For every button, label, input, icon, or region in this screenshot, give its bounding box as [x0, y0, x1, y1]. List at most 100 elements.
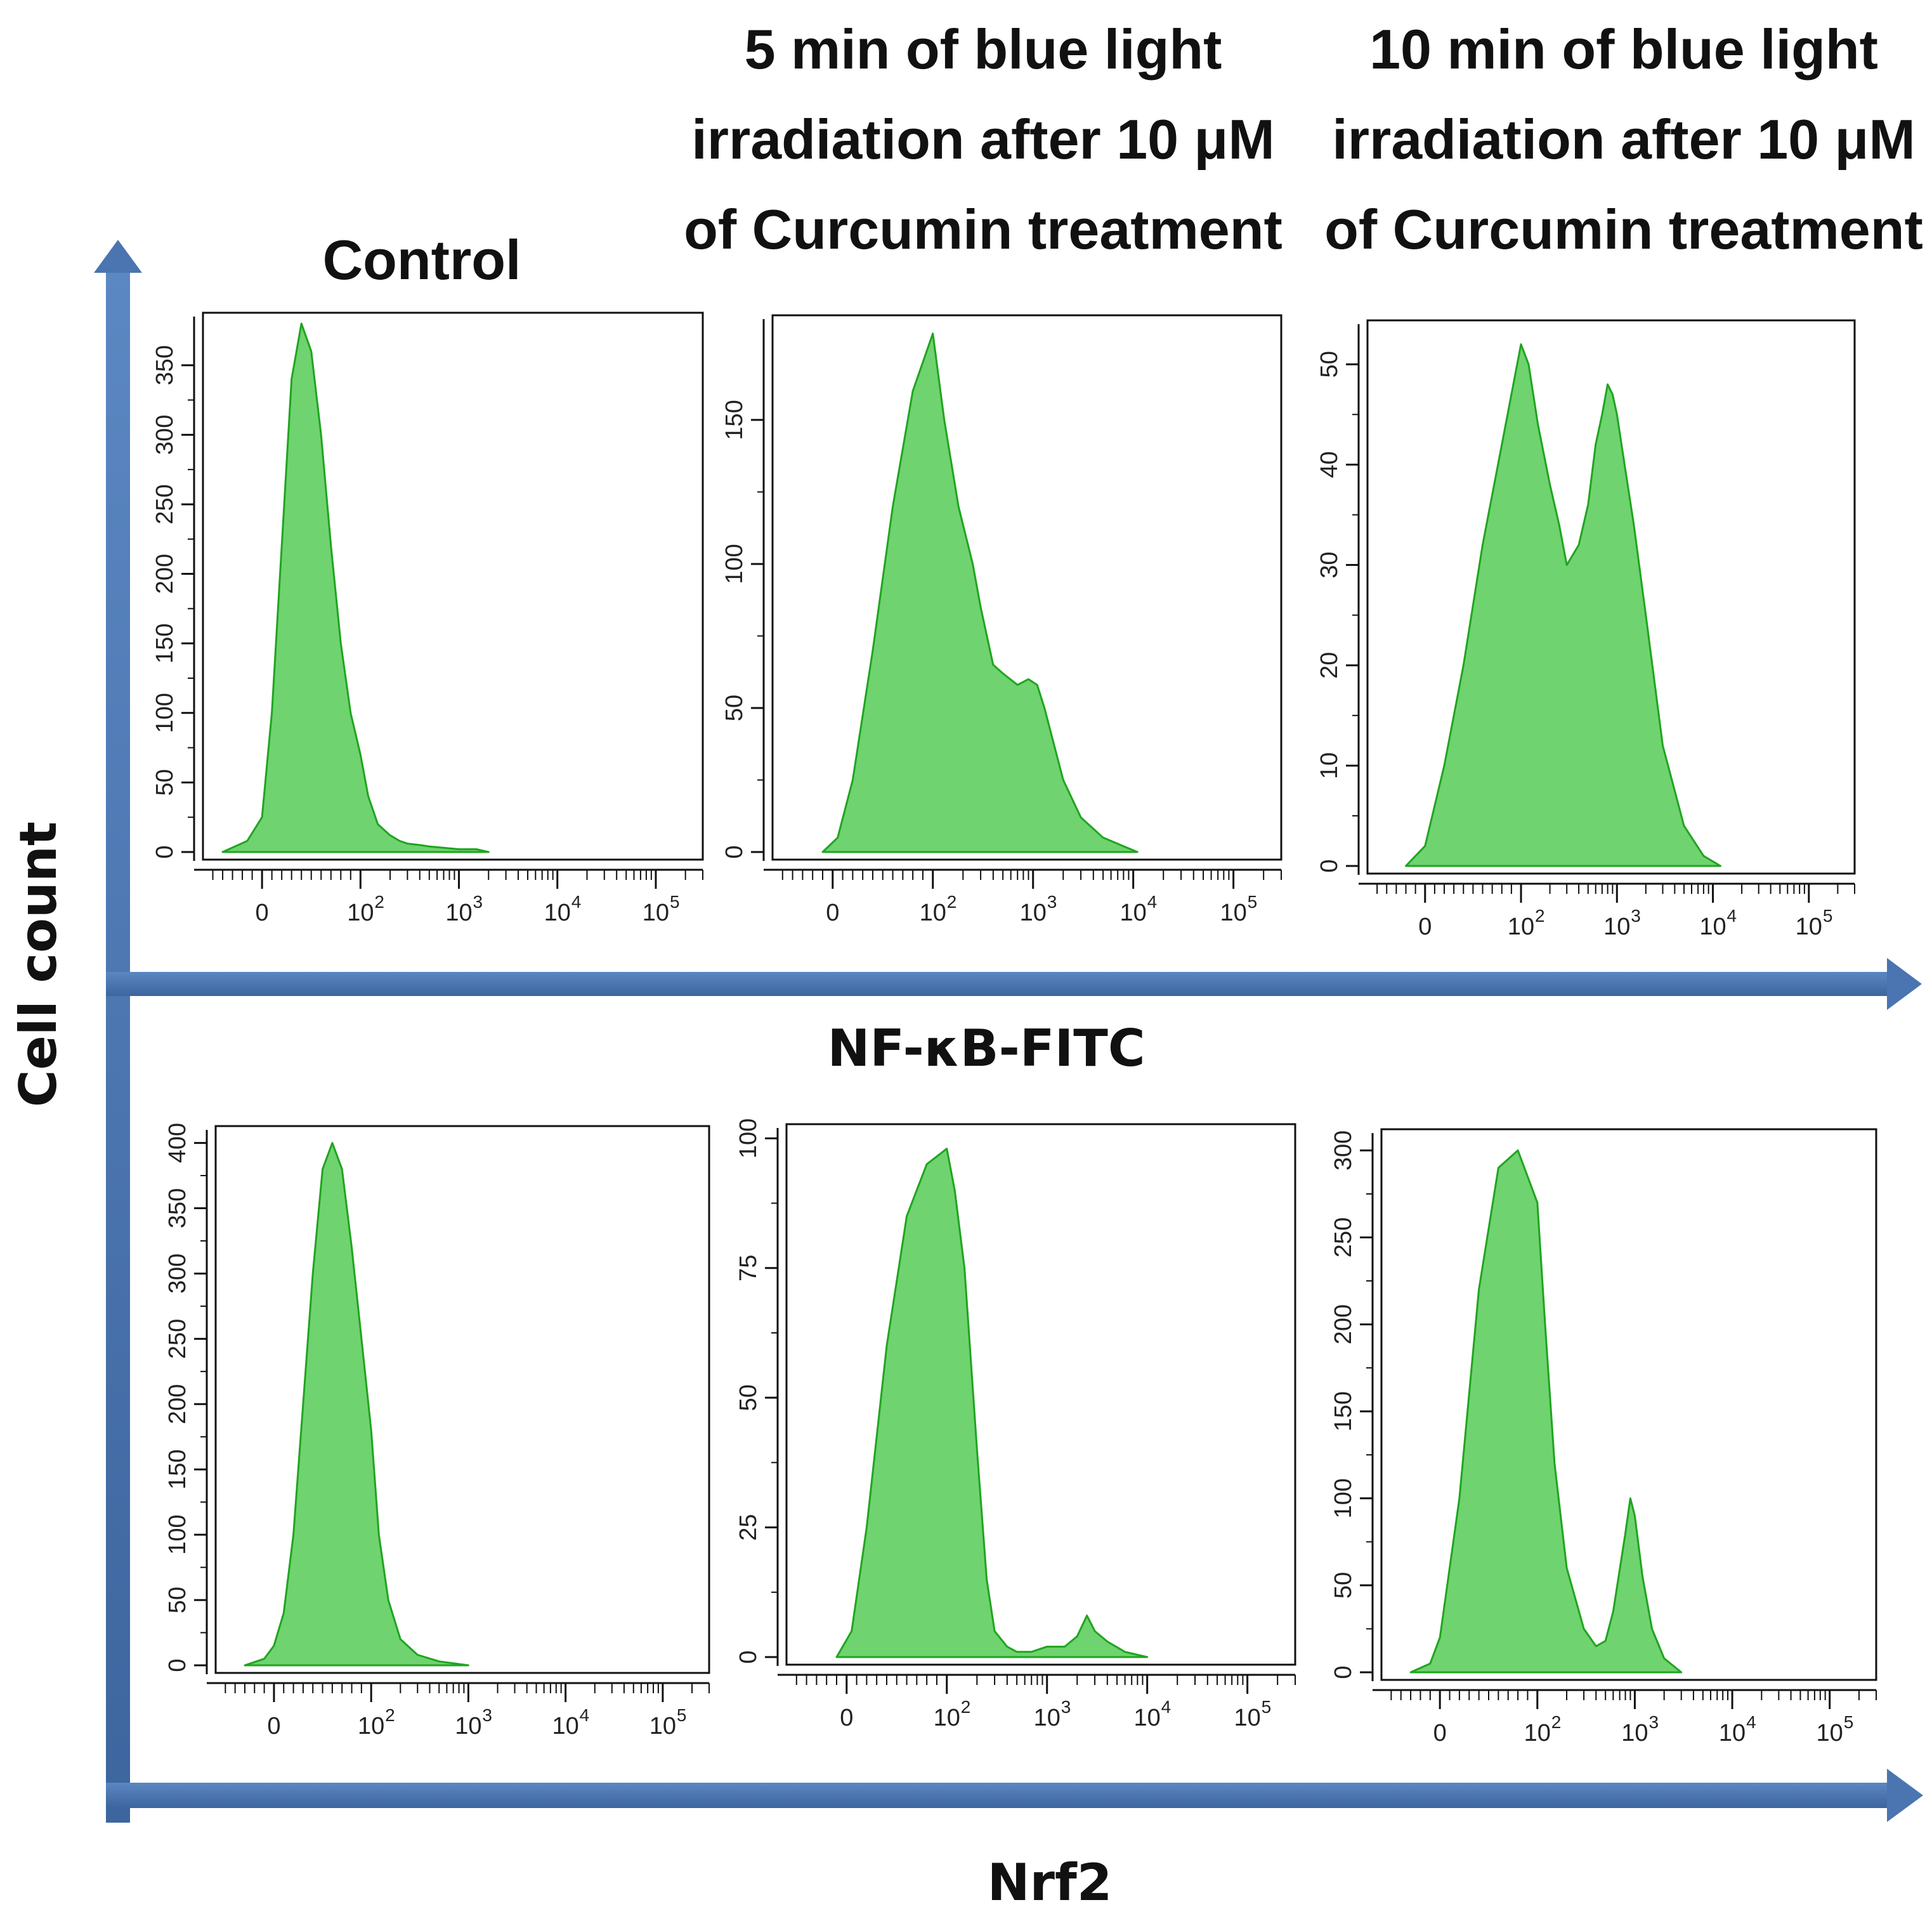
x-tick-label: 10 [455, 1713, 481, 1740]
x-tick-exponent: 4 [571, 892, 582, 912]
y-tick-label: 50 [721, 695, 748, 721]
x-tick-label: 10 [649, 1713, 676, 1740]
x-arrow-bottom-shaft [106, 1783, 1888, 1808]
y-tick-label: 50 [735, 1384, 762, 1411]
y-tick-label: 0 [1316, 859, 1343, 872]
x-tick-exponent: 4 [1147, 892, 1158, 912]
y-tick-label: 200 [152, 554, 178, 594]
y-axis-label: Cell count [9, 822, 68, 1107]
x-arrow-bottom-head [1887, 1769, 1923, 1822]
y-tick-label: 150 [152, 623, 178, 663]
x-tick-exponent: 3 [1648, 1712, 1659, 1732]
y-tick-label: 300 [1330, 1131, 1357, 1170]
column-title-5min: 5 min of blue light irradiation after 10… [684, 18, 1283, 261]
y-tick-label: 100 [1330, 1478, 1357, 1518]
x-tick-exponent: 2 [947, 892, 957, 912]
x-tick-exponent: 5 [1844, 1712, 1854, 1732]
x-tick-exponent: 3 [1631, 906, 1641, 926]
y-tick-label: 50 [164, 1587, 191, 1613]
y-tick-label: 50 [152, 769, 178, 796]
x-tick-exponent: 4 [1161, 1697, 1172, 1717]
x-tick-exponent: 5 [677, 1705, 687, 1725]
x-tick-exponent: 3 [1061, 1697, 1071, 1717]
x-tick-exponent: 2 [961, 1697, 971, 1717]
y-tick-label: 0 [735, 1650, 762, 1663]
y-tick-label: 0 [164, 1658, 191, 1672]
x-tick-exponent: 5 [670, 892, 680, 912]
x-tick-exponent: 4 [1746, 1712, 1756, 1732]
histogram-area [835, 1148, 1149, 1658]
y-tick-label: 150 [721, 400, 748, 440]
row-label-nfkb: NF-κB-FITC [827, 1019, 1145, 1078]
x-tick-label: 10 [1134, 1705, 1161, 1731]
x-tick-label: 10 [445, 900, 472, 926]
x-tick-exponent: 2 [1551, 1712, 1562, 1732]
y-tick-label: 250 [164, 1319, 191, 1359]
x-tick-exponent: 4 [1727, 906, 1737, 926]
y-arrow-head [94, 240, 142, 273]
x-tick-exponent: 5 [1262, 1697, 1272, 1717]
x-tick-label: 10 [643, 900, 669, 926]
x-tick-label: 10 [358, 1713, 384, 1740]
x-tick-label: 0 [256, 900, 269, 926]
histogram-area [244, 1142, 469, 1667]
column-title-control: Control [323, 228, 521, 291]
x-tick-exponent: 2 [1535, 906, 1545, 926]
histogram-area [821, 332, 1139, 853]
x-tick-exponent: 3 [482, 1705, 492, 1725]
y-tick-label: 250 [152, 484, 178, 524]
x-tick-exponent: 2 [385, 1705, 395, 1725]
x-tick-label: 10 [1220, 900, 1246, 926]
y-arrow-shaft [106, 272, 130, 1823]
column-title-line: of Curcumin treatment [1324, 198, 1923, 261]
column-title-line: irradiation after 10 μM [1332, 108, 1915, 171]
y-tick-label: 10 [1316, 752, 1343, 779]
x-arrow-top [106, 958, 1922, 1010]
x-tick-label: 10 [552, 1713, 579, 1740]
x-tick-exponent: 3 [1047, 892, 1057, 912]
y-tick-label: 50 [1316, 351, 1343, 377]
y-tick-label: 350 [164, 1188, 191, 1228]
y-tick-label: 0 [1330, 1665, 1357, 1679]
y-tick-label: 20 [1316, 652, 1343, 679]
y-tick-label: 200 [164, 1384, 191, 1424]
x-tick-exponent: 3 [473, 892, 483, 912]
column-title-10min: 10 min of blue light irradiation after 1… [1324, 18, 1923, 261]
x-tick-label: 10 [934, 1705, 960, 1731]
x-arrow-bottom [106, 1769, 1923, 1822]
y-tick-label: 150 [1330, 1391, 1357, 1431]
y-tick-label: 150 [164, 1449, 191, 1489]
x-tick-label: 0 [840, 1705, 853, 1731]
y-tick-label: 75 [735, 1255, 762, 1281]
y-arrow [94, 240, 142, 1823]
x-tick-label: 10 [1719, 1720, 1746, 1747]
x-tick-exponent: 5 [1823, 906, 1833, 926]
x-tick-label: 10 [1034, 1705, 1061, 1731]
y-tick-label: 100 [735, 1118, 762, 1158]
x-tick-label: 10 [920, 900, 946, 926]
row-label-nrf2: Nrf2 [988, 1853, 1113, 1912]
column-title-line: 10 min of blue light [1369, 18, 1878, 81]
y-tick-label: 400 [164, 1123, 191, 1163]
x-tick-label: 10 [1817, 1720, 1843, 1747]
histogram-area [1409, 1149, 1683, 1674]
x-tick-label: 10 [1120, 900, 1147, 926]
x-tick-label: 0 [1433, 1720, 1447, 1747]
x-tick-label: 0 [267, 1713, 280, 1740]
y-tick-label: 0 [152, 845, 178, 858]
x-tick-label: 10 [1699, 914, 1726, 940]
y-tick-label: 300 [152, 415, 178, 455]
histogram-area [1405, 343, 1721, 867]
x-tick-exponent: 2 [374, 892, 384, 912]
column-title-line: 5 min of blue light [745, 18, 1222, 81]
y-tick-label: 100 [152, 693, 178, 733]
x-tick-label: 10 [1796, 914, 1822, 940]
